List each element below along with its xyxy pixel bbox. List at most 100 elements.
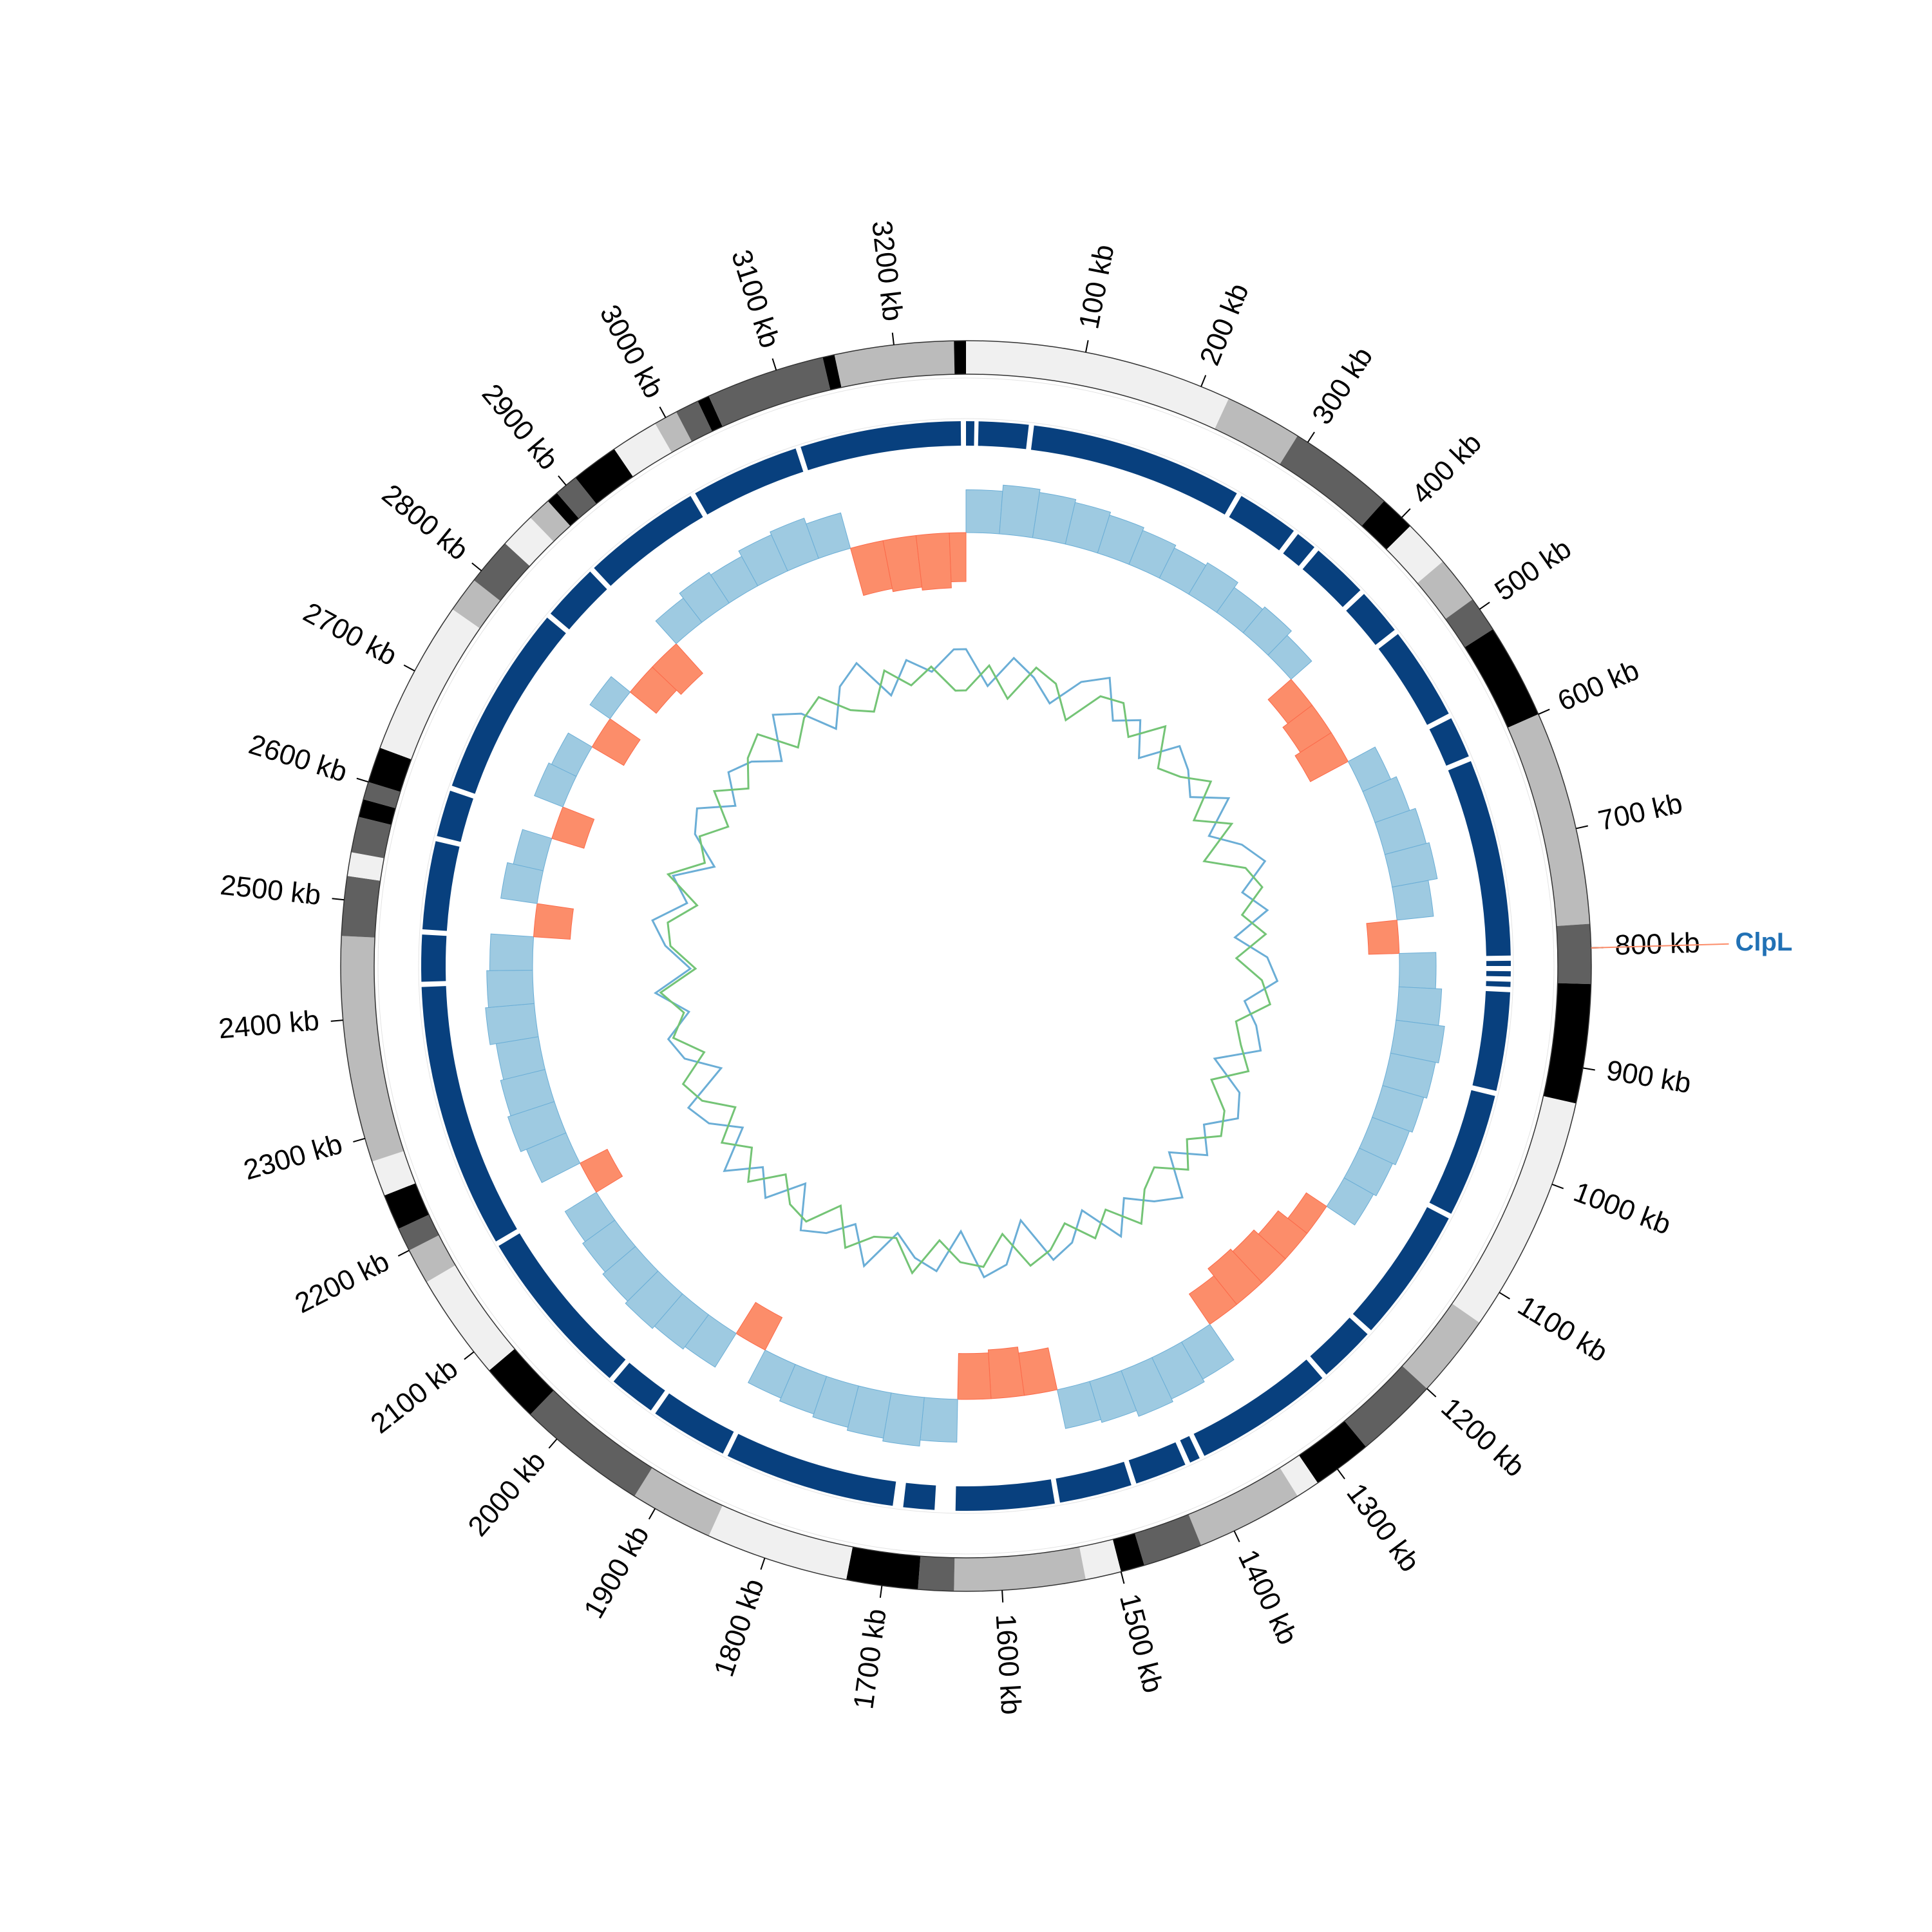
band	[1280, 435, 1385, 526]
band	[1215, 398, 1298, 464]
skew-bar	[915, 532, 952, 591]
tick-mark	[891, 332, 895, 345]
tick-label: 800 kb	[1615, 927, 1700, 961]
band	[708, 1505, 853, 1580]
band	[1361, 500, 1410, 550]
tick-label: 1400 kb	[1232, 1545, 1303, 1649]
band	[489, 1349, 554, 1415]
band	[1508, 714, 1590, 927]
skew-bar	[1398, 952, 1437, 989]
tick-label: 2200 kb	[290, 1245, 394, 1320]
tick-label: 2700 kb	[298, 596, 402, 672]
skew-bar	[1208, 1248, 1263, 1305]
band	[398, 1215, 439, 1251]
tick-mark	[397, 1249, 410, 1257]
tick-label: 100 kb	[1073, 242, 1120, 332]
tick-mark	[1001, 1590, 1004, 1603]
block	[451, 617, 566, 794]
skew-bar	[489, 933, 535, 971]
band	[846, 1546, 921, 1590]
skew-bar	[1392, 880, 1434, 921]
block	[1180, 1435, 1200, 1463]
band	[966, 341, 1229, 430]
skew-bar	[533, 903, 574, 940]
band	[1135, 1514, 1202, 1566]
tick-label: 500 kb	[1489, 533, 1577, 607]
annotation-label: ClpL	[1736, 928, 1793, 956]
block	[1056, 1461, 1132, 1503]
band	[547, 493, 579, 526]
tick-mark	[648, 1508, 656, 1520]
tick-mark	[356, 777, 369, 783]
skew-bar	[579, 1148, 623, 1193]
block	[421, 934, 447, 982]
band	[1402, 1303, 1480, 1389]
band	[341, 936, 404, 1162]
skew-bar	[1018, 1347, 1058, 1396]
tick-mark	[1499, 1292, 1510, 1300]
band	[1464, 629, 1539, 728]
band	[954, 341, 966, 375]
tick-label: 700 kb	[1595, 788, 1685, 837]
tick-label: 1800 kb	[708, 1575, 770, 1681]
tick-mark	[548, 1438, 558, 1449]
band	[426, 1265, 515, 1371]
band	[708, 357, 831, 427]
tick-mark	[1336, 1468, 1345, 1480]
band	[697, 395, 723, 431]
band	[1280, 1455, 1318, 1497]
band	[380, 609, 480, 760]
tick-label: 2900 kb	[476, 378, 565, 476]
tick-mark	[1200, 375, 1207, 387]
tick-label: 2300 kb	[240, 1128, 346, 1186]
band	[1344, 1366, 1427, 1447]
tick-label: 1500 kb	[1113, 1591, 1169, 1696]
band	[1417, 561, 1473, 620]
band	[409, 1235, 456, 1282]
skew-bar	[1188, 1275, 1238, 1325]
skew-bar	[735, 1302, 783, 1351]
tick-mark	[1551, 1183, 1564, 1189]
block	[1030, 425, 1237, 515]
tick-label: 3000 kb	[594, 299, 670, 403]
skew-bar	[949, 532, 967, 582]
tick-label: 1100 kb	[1512, 1290, 1613, 1368]
band	[384, 1183, 430, 1229]
block	[966, 421, 975, 446]
band	[1452, 1096, 1577, 1323]
block	[1486, 981, 1511, 987]
band-outline	[340, 340, 1592, 1592]
block	[613, 1363, 665, 1411]
tick-mark	[1576, 825, 1589, 829]
block	[1302, 550, 1361, 607]
skew-bar	[1366, 920, 1400, 955]
block	[1283, 534, 1315, 566]
skew-bar	[965, 489, 1003, 535]
block	[1486, 960, 1511, 966]
block	[498, 1233, 626, 1378]
tick-mark	[403, 664, 415, 672]
band-outline	[374, 374, 1558, 1558]
tick-mark	[1120, 1571, 1125, 1584]
tick-label: 2600 kb	[245, 728, 351, 788]
tick-mark	[1401, 508, 1411, 518]
tick-label: 2400 kb	[217, 1005, 320, 1045]
band	[1298, 1421, 1366, 1483]
block	[978, 421, 1029, 450]
block	[1429, 1090, 1495, 1214]
tick-mark	[353, 1137, 365, 1143]
band	[834, 341, 955, 388]
tick-mark	[659, 406, 667, 418]
tick-label: 900 kb	[1604, 1054, 1693, 1099]
tick-mark	[1479, 601, 1490, 610]
tick-mark	[1582, 1067, 1595, 1071]
tick-label: 2000 kb	[462, 1445, 551, 1542]
block	[1193, 1359, 1323, 1456]
block	[955, 1479, 1055, 1511]
tick-mark	[332, 898, 345, 901]
skew-bar	[987, 1347, 1025, 1399]
band	[918, 1556, 955, 1591]
gc-line	[659, 663, 1272, 1275]
gene-ring-outer	[377, 377, 1555, 1555]
block	[1448, 761, 1511, 956]
